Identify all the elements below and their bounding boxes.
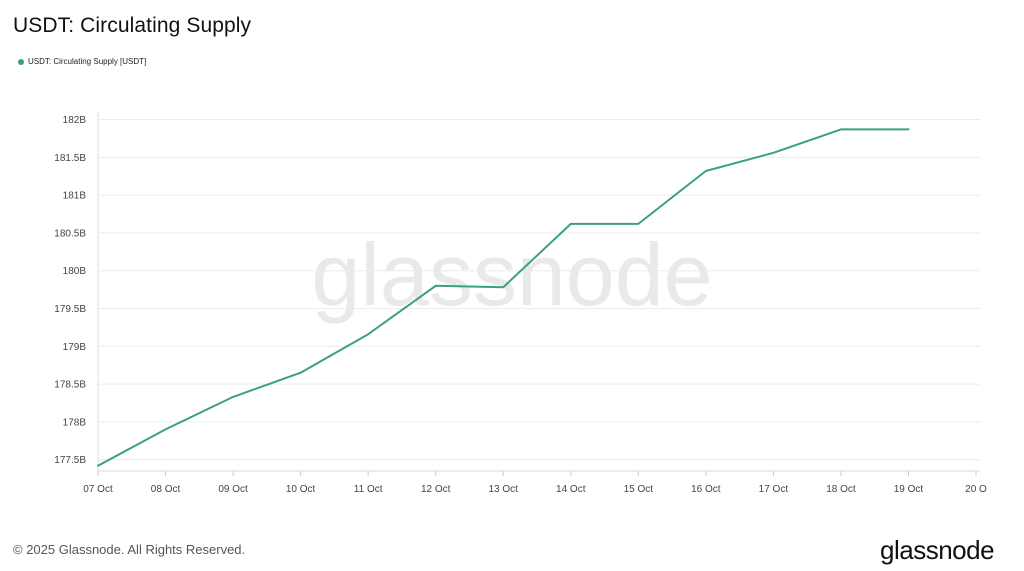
y-tick-label: 179B [63, 342, 87, 353]
x-tick-label: 19 Oct [894, 484, 924, 495]
y-tick-label: 177.5B [54, 455, 86, 466]
series-point [902, 123, 914, 135]
copyright-text: © 2025 Glassnode. All Rights Reserved. [13, 542, 246, 557]
series-point [295, 367, 307, 379]
legend-label: USDT: Circulating Supply [USDT] [28, 57, 147, 66]
y-tick-label: 180.5B [54, 228, 86, 239]
x-tick-label: 12 Oct [421, 484, 451, 495]
series-point [767, 147, 779, 159]
x-tick-label: 15 Oct [624, 484, 654, 495]
y-tick-label: 180B [63, 266, 87, 277]
x-tick-label: 18 Oct [826, 484, 856, 495]
y-tick-label: 178B [63, 417, 87, 428]
x-tick-label: 16 Oct [691, 484, 721, 495]
y-axis-ticks: 177.5B 178B 178.5B 179B 179.5B 180B 180.5B 181B… [54, 115, 86, 466]
x-tick-label: 08 Oct [151, 484, 181, 495]
series-point [700, 165, 712, 177]
y-tick-label: 178.5B [54, 380, 86, 391]
series-point [160, 423, 172, 435]
series-point [227, 391, 239, 403]
x-tick-label: 13 Oct [488, 484, 518, 495]
x-tick-label: 10 Oct [286, 484, 316, 495]
series-point [632, 218, 644, 230]
series-point [497, 281, 509, 293]
series-point [565, 218, 577, 230]
chart-legend[interactable]: USDT: Circulating Supply [USDT] [18, 57, 146, 66]
x-tick-label: 09 Oct [218, 484, 248, 495]
y-tick-label: 181B [63, 191, 87, 202]
series-line-usdt-circulating-supply[interactable] [97, 128, 910, 467]
series-point [430, 280, 442, 292]
x-tick-label: 11 Oct [354, 484, 383, 495]
series-point [835, 123, 847, 135]
chart-title: USDT: Circulating Supply [13, 14, 252, 37]
legend-swatch [18, 58, 24, 65]
watermark-text: glassnode [311, 225, 712, 324]
x-tick-label: 20 O [965, 484, 987, 495]
series-point [92, 460, 104, 472]
x-tick-label: 17 Oct [759, 484, 789, 495]
x-axis-ticks: 07 Oct 08 Oct 09 Oct 10 Oct 11 Oct 12 Oct 13 O… [83, 471, 987, 495]
x-tick-label: 07 Oct [83, 484, 113, 495]
x-tick-label: 14 Oct [556, 484, 586, 495]
y-tick-label: 182B [63, 115, 87, 126]
glassnode-logo[interactable]: glassnode [880, 535, 995, 565]
y-tick-label: 179.5B [54, 304, 86, 315]
y-tick-label: 181.5B [54, 153, 86, 164]
series-point [362, 328, 374, 340]
gridlines [98, 119, 980, 461]
